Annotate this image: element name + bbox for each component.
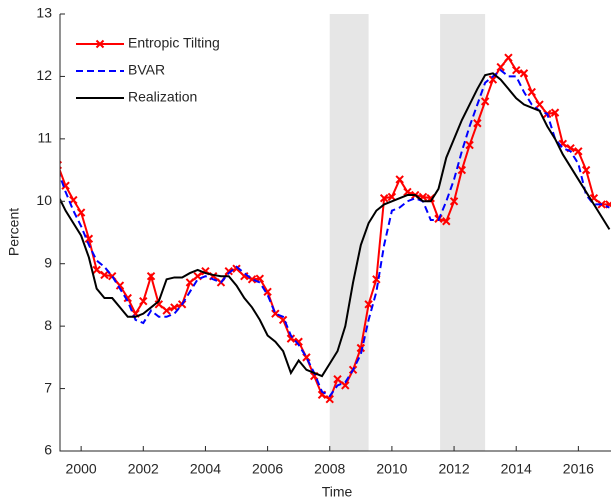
series-line bbox=[60, 68, 610, 398]
marker bbox=[535, 100, 544, 109]
marker bbox=[356, 343, 366, 353]
marker bbox=[504, 53, 513, 62]
x-tick-label: 2010 bbox=[376, 461, 407, 477]
marker bbox=[146, 271, 156, 281]
y-tick-label: 6 bbox=[44, 442, 52, 458]
x-tick-label: 2008 bbox=[314, 461, 345, 477]
marker bbox=[185, 278, 195, 287]
marker bbox=[286, 334, 296, 343]
marker bbox=[232, 264, 241, 273]
y-tick-label: 10 bbox=[36, 192, 52, 208]
y-axis-label: Percent bbox=[6, 208, 22, 256]
marker bbox=[271, 309, 280, 318]
legend-label: Realization bbox=[128, 89, 197, 105]
x-axis-label: Time bbox=[322, 484, 353, 500]
x-tick-label: 2014 bbox=[501, 461, 532, 477]
marker bbox=[465, 140, 474, 150]
marker bbox=[574, 147, 583, 156]
legend-label: Entropic Tilting bbox=[128, 35, 220, 51]
marker bbox=[69, 195, 78, 205]
marker bbox=[100, 270, 109, 280]
marker bbox=[139, 296, 148, 306]
y-tick-label: 12 bbox=[36, 67, 52, 83]
marker bbox=[442, 217, 451, 226]
series-line bbox=[60, 72, 611, 378]
marker bbox=[395, 175, 404, 184]
marker bbox=[341, 381, 350, 390]
x-tick-label: 2004 bbox=[190, 461, 221, 477]
marker bbox=[224, 266, 233, 276]
x-tick-label: 2000 bbox=[66, 461, 97, 477]
legend-marker bbox=[95, 39, 105, 49]
x-tick-label: 2002 bbox=[128, 461, 159, 477]
marker bbox=[480, 97, 490, 106]
x-tick-label: 2016 bbox=[563, 461, 594, 477]
plot-area bbox=[60, 14, 611, 451]
marker bbox=[519, 69, 529, 78]
marker bbox=[550, 108, 560, 117]
marker bbox=[581, 165, 591, 175]
marker bbox=[84, 234, 94, 243]
marker bbox=[76, 208, 86, 217]
marker bbox=[527, 87, 536, 97]
y-tick-label: 13 bbox=[36, 5, 52, 21]
marker bbox=[325, 394, 334, 404]
marker bbox=[449, 197, 459, 206]
legend-label: BVAR bbox=[128, 62, 165, 78]
marker bbox=[333, 374, 342, 384]
x-tick-label: 2006 bbox=[252, 461, 283, 477]
marker bbox=[162, 306, 171, 315]
marker bbox=[294, 337, 303, 346]
marker bbox=[193, 271, 202, 281]
marker bbox=[488, 75, 498, 84]
marker bbox=[364, 300, 373, 309]
x-tick-label: 2012 bbox=[438, 461, 469, 477]
marker bbox=[92, 265, 101, 275]
y-tick-label: 7 bbox=[44, 379, 52, 395]
marker bbox=[512, 65, 521, 75]
marker bbox=[379, 193, 389, 203]
marker bbox=[457, 165, 467, 175]
y-tick-label: 11 bbox=[37, 130, 52, 146]
y-tick-label: 9 bbox=[44, 254, 52, 270]
marker bbox=[387, 192, 397, 202]
marker bbox=[496, 62, 505, 72]
marker bbox=[115, 281, 125, 290]
shaded-region bbox=[440, 14, 486, 451]
y-tick-label: 8 bbox=[44, 317, 52, 333]
marker bbox=[473, 119, 482, 128]
